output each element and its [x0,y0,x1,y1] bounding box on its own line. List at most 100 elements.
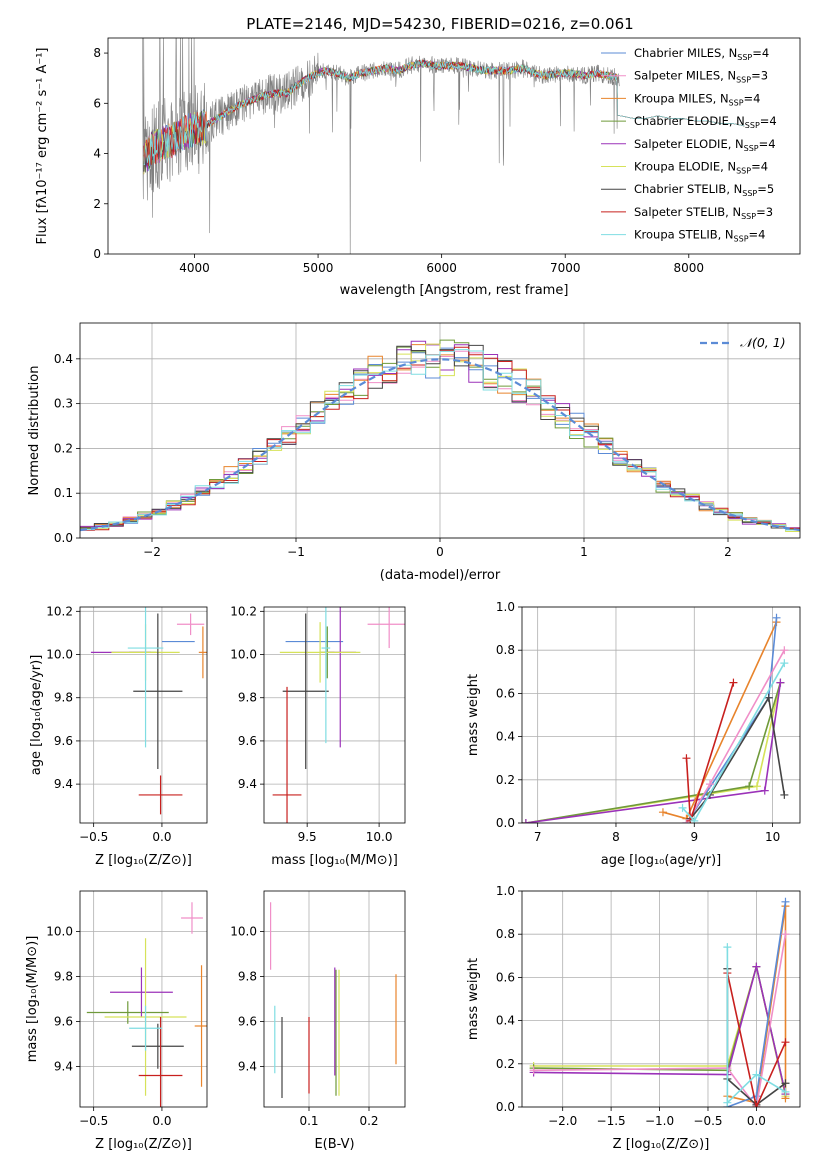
axes-weight_vs_Z: −2.0 −1.5 −1.0 −0.5 0.0 0.0 0.2 0.4 0.6 0.8 1.0 Z [… [466,884,801,1152]
plus-marker [781,897,790,906]
axes-frame [521,890,801,1108]
y-tick-label: 0.4 [496,1014,515,1028]
axes-age_vs_mass: 9.5 10.0 9.4 9.6 9.8 10.0 10.2 mass [log₁₀(M/M⊙… [230,604,406,868]
figure-title: PLATE=2146, MJD=54230, FIBERID=0216, z=0… [246,15,633,33]
x-tick-label: 0.0 [152,830,171,844]
x-axis-label: (data-model)/error [380,568,501,583]
y-tick-label: 9.4 [54,1060,73,1074]
y-tick-label: 9.6 [238,1015,257,1029]
model-spectrum [143,59,745,167]
axes-mass_vs_Z: −0.5 0.0 9.4 9.6 9.8 10.0 Z [log₁₀(Z/Z⊙)] mass … [25,890,208,1152]
plus-marker [760,786,769,795]
histogram-step [80,349,800,531]
legend-label: Kroupa STELIB, NSSP=4 [634,228,765,244]
legend-label: Kroupa MILES, NSSP=4 [634,91,760,107]
x-tick-label: 2 [724,545,732,559]
y-tick-label: 0.1 [54,486,73,500]
y-tick-label: 0.4 [496,730,515,744]
y-tick-label: 0.0 [496,816,515,830]
x-tick-label: 8000 [674,261,705,275]
legend-label: Chabrier MILES, NSSP=4 [634,46,769,62]
y-tick-label: 10.0 [230,648,257,662]
y-tick-label: 0 [93,247,101,261]
x-axis-label: Z [log₁₀(Z/Z⊙)] [95,1137,192,1152]
x-axis-label: Z [log₁₀(Z/Z⊙)] [95,853,192,868]
x-tick-label: −1.5 [597,1114,626,1128]
y-tick-label: 10.2 [46,604,73,618]
x-tick-label: 10 [765,830,780,844]
plus-marker [776,678,785,687]
x-tick-label: −2.0 [548,1114,577,1128]
x-tick-label: 0 [436,545,444,559]
x-tick-label: 5000 [303,261,334,275]
y-tick-label: 0.8 [496,643,515,657]
plus-marker [658,808,667,817]
y-tick-label: 9.4 [54,777,73,791]
x-tick-label: 1 [580,545,588,559]
y-tick-label: 2 [93,197,101,211]
plot-area-mass_vs_ebv [270,902,397,1098]
plus-marker [752,782,761,791]
y-tick-label: 0.8 [496,927,515,941]
legend-label: Salpeter ELODIE, NSSP=4 [634,137,776,153]
axes-residuals: −2 −1 0 1 2 0.0 0.1 0.2 0.3 0.4 (data-model)/error… [27,322,801,583]
y-axis-label: mass weight [466,674,481,756]
x-tick-label: −1 [287,545,305,559]
axes-mass_vs_ebv: 0.1 0.2 9.4 9.6 9.8 10.0 E(B-V) [230,890,406,1152]
y-tick-label: 1.0 [496,884,515,898]
plus-marker [781,1087,790,1096]
y-tick-label: 9.6 [54,734,73,748]
plus-marker [745,782,754,791]
axes-frame [263,890,406,1108]
plus-marker [529,1066,538,1075]
x-tick-label: 8 [612,830,620,844]
axes-frame [107,37,801,255]
y-tick-label: 0.2 [496,1057,515,1071]
y-axis-label: age [log₁₀(age/yr)] [29,655,44,776]
weight-line [533,965,787,1095]
y-axis-label: mass weight [466,958,481,1040]
plus-marker [723,1098,732,1107]
y-tick-label: 9.4 [238,777,257,791]
x-tick-label: 9 [690,830,698,844]
x-axis-label: mass [log₁₀(M/M⊙)] [271,853,398,868]
y-tick-label: 10.0 [46,925,73,939]
plus-marker [752,1070,761,1079]
y-tick-label: 10.2 [230,604,257,618]
weight-line [726,972,787,1107]
x-tick-label: 6000 [426,261,457,275]
y-axis-label: mass [log₁₀(M/M⊙)] [25,936,40,1063]
x-axis-label: Z [log₁₀(Z/Z⊙)] [613,1137,710,1152]
plus-marker [772,613,781,622]
y-tick-label: 9.6 [238,734,257,748]
plus-marker [682,754,691,763]
x-tick-label: 4000 [179,261,210,275]
legend-label: Chabrier STELIB, NSSP=5 [634,182,774,198]
plus-marker [780,790,789,799]
weight-line [689,696,786,820]
plus-marker [780,659,789,668]
plus-marker [723,943,732,952]
y-tick-label: 0.6 [496,970,515,984]
y-tick-label: 0.6 [496,686,515,700]
x-tick-label: 0.0 [747,1114,766,1128]
plus-marker [690,816,699,823]
legend: 𝒩(0, 1) [700,335,786,350]
axes-frame [79,890,208,1108]
plus-marker [678,803,687,812]
plus-marker [752,962,761,971]
plus-marker [781,1079,790,1088]
y-tick-label: 0.2 [54,441,73,455]
y-tick-label: 0.3 [54,397,73,411]
x-tick-label: −0.5 [693,1114,722,1128]
x-tick-label: 0.2 [359,1114,378,1128]
x-axis-label: age [log₁₀(age/yr)] [601,853,722,868]
axes-spectrum: 4000 5000 6000 7000 8000 0 2 4 6 8 wavelength [Ang… [35,37,801,298]
x-tick-label: 7 [534,830,542,844]
axes-frame [79,322,801,539]
legend-label: Salpeter MILES, NSSP=3 [634,69,768,85]
y-tick-label: 9.8 [54,691,73,705]
y-tick-label: 9.6 [54,1015,73,1029]
x-tick-label: −0.5 [79,1114,108,1128]
